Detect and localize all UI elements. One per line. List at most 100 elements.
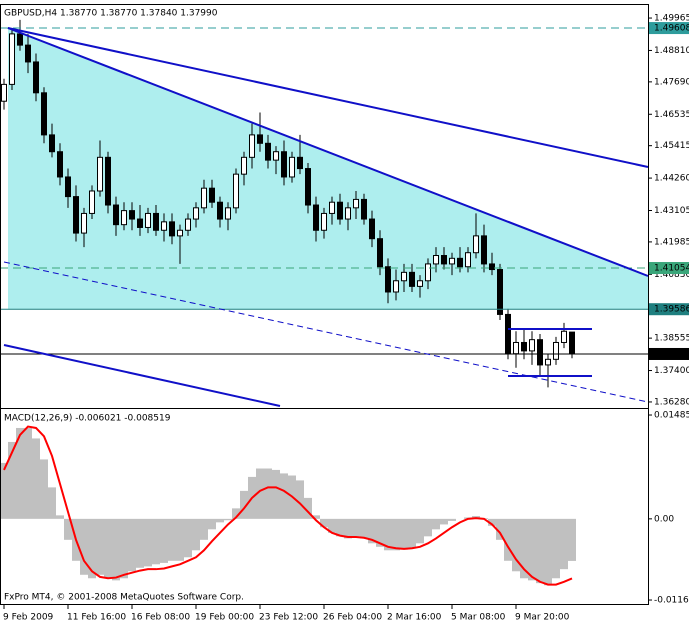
macd-bar — [176, 518, 184, 561]
x-tick-label: 11 Feb 16:00 — [67, 613, 126, 623]
macd-bar — [56, 515, 64, 519]
macd-bar — [240, 490, 248, 519]
macd-bar — [160, 518, 168, 563]
macd-bar — [336, 518, 344, 537]
macd-bar — [328, 518, 336, 533]
y-tick-label: 1.44260 — [654, 174, 689, 184]
x-tick-label: 23 Feb 12:00 — [259, 613, 318, 623]
price-label-box — [649, 22, 689, 35]
macd-bar — [184, 518, 192, 558]
y-tick-label: 0.014852 — [654, 411, 689, 421]
macd-bar — [440, 518, 448, 525]
x-tick-label: 19 Feb 00:00 — [195, 613, 254, 623]
price-label-box — [649, 347, 689, 360]
candle-body — [209, 187, 215, 203]
candle-body — [545, 358, 551, 366]
candle-body — [409, 271, 415, 287]
candle-body — [65, 176, 71, 198]
macd-bar — [280, 473, 288, 519]
macd-bar — [296, 480, 304, 519]
candle-body — [225, 207, 231, 220]
candle-body — [137, 218, 143, 228]
candle-body — [89, 190, 95, 214]
macd-bar — [8, 441, 16, 519]
candle-body — [361, 198, 367, 220]
macd-bar — [24, 427, 32, 519]
candle-body — [233, 173, 239, 209]
candle-body — [553, 341, 559, 360]
candle-body — [345, 207, 351, 220]
x-tick-label: 5 Mar 08:00 — [451, 613, 506, 623]
candle-body — [73, 196, 79, 234]
footer: FxPro MT4, © 2001-2008 MetaQuotes Softwa… — [4, 593, 244, 603]
candle-body — [129, 210, 135, 220]
macd-bar — [16, 427, 24, 519]
candle-body — [185, 218, 191, 231]
macd-bar — [352, 518, 360, 537]
macd-bar — [64, 518, 72, 540]
macd-bar — [560, 518, 568, 570]
macd-bar — [552, 518, 560, 579]
candle-body — [17, 33, 23, 46]
candle-body — [257, 134, 263, 144]
macd-bar — [168, 518, 176, 561]
macd-bar — [112, 518, 120, 581]
macd-bar — [0, 462, 8, 519]
macd-bar — [152, 518, 160, 565]
macd-bar — [120, 518, 128, 579]
price-label: 1.49608 — [654, 24, 689, 34]
candle-body — [561, 330, 567, 343]
x-tick-label: 26 Feb 04:00 — [323, 613, 382, 623]
y-tick-label: 1.49965 — [654, 14, 689, 24]
candle-body — [497, 269, 503, 315]
candle-body — [177, 229, 183, 237]
macd-bar — [512, 518, 520, 572]
y-tick-label: 0.00 — [654, 514, 674, 524]
x-tick-label: 9 Mar 20:00 — [515, 613, 570, 623]
candle-body — [337, 201, 343, 220]
price-label-box — [649, 303, 689, 316]
macd-bar — [384, 518, 392, 551]
candle-body — [441, 255, 447, 265]
macd-bar — [216, 518, 224, 523]
trend-lines — [3, 27, 649, 407]
macd-bar — [136, 518, 144, 568]
candle-body — [457, 257, 463, 268]
macd-bar — [424, 518, 432, 537]
candle-body — [97, 156, 103, 192]
candle-body — [449, 257, 455, 265]
macd-bar — [496, 518, 504, 540]
candle-body — [465, 252, 471, 268]
candle-body — [473, 235, 479, 254]
candle-body — [193, 207, 199, 220]
candle-body — [321, 212, 327, 231]
candle-body — [353, 198, 359, 209]
macd-bar — [304, 497, 312, 519]
y-tick-label: 1.38555 — [654, 334, 689, 344]
candle-body — [569, 331, 575, 355]
candle-body — [433, 255, 439, 265]
axes: GBPUSD,H4 1.38770 1.38770 1.37840 1.3799… — [3, 9, 689, 623]
macd-bar — [432, 518, 440, 530]
candle-body — [537, 339, 543, 366]
macd-bar — [520, 518, 528, 579]
macd-bar — [88, 518, 96, 579]
candle-body — [33, 61, 39, 94]
macd-bar — [224, 518, 232, 521]
y-tick-label: -0.011611 — [654, 596, 689, 606]
macd-bar — [128, 518, 136, 572]
candle-body — [529, 339, 535, 352]
macd-bar — [408, 518, 416, 549]
candle-body — [425, 263, 431, 282]
macd-bar — [208, 518, 216, 530]
macd-bar — [256, 468, 264, 519]
y-tick-label: 1.47690 — [654, 77, 689, 87]
macd-bar — [200, 518, 208, 540]
y-tick-label: 1.48810 — [654, 46, 689, 56]
price-marks — [0, 19, 648, 388]
signal-line — [3, 425, 573, 586]
candle-body — [481, 235, 487, 265]
candle-body — [305, 168, 311, 206]
candle-body — [377, 238, 383, 268]
